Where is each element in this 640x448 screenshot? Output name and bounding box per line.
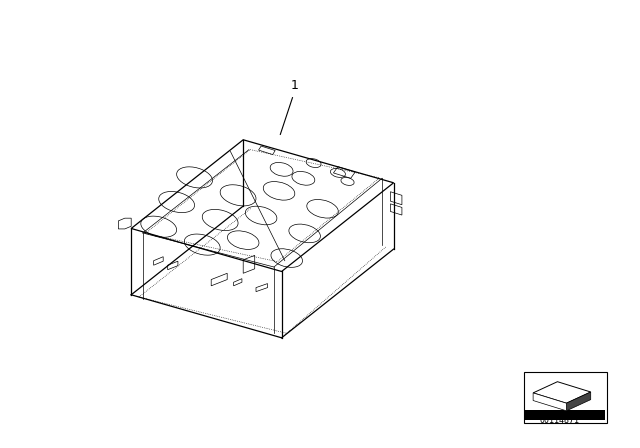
Bar bbox=[524, 372, 607, 423]
Polygon shape bbox=[533, 382, 591, 403]
Polygon shape bbox=[533, 393, 566, 411]
Polygon shape bbox=[566, 392, 591, 411]
Text: 1: 1 bbox=[291, 79, 298, 92]
Text: 00114871: 00114871 bbox=[540, 416, 580, 425]
Bar bbox=[525, 410, 605, 420]
